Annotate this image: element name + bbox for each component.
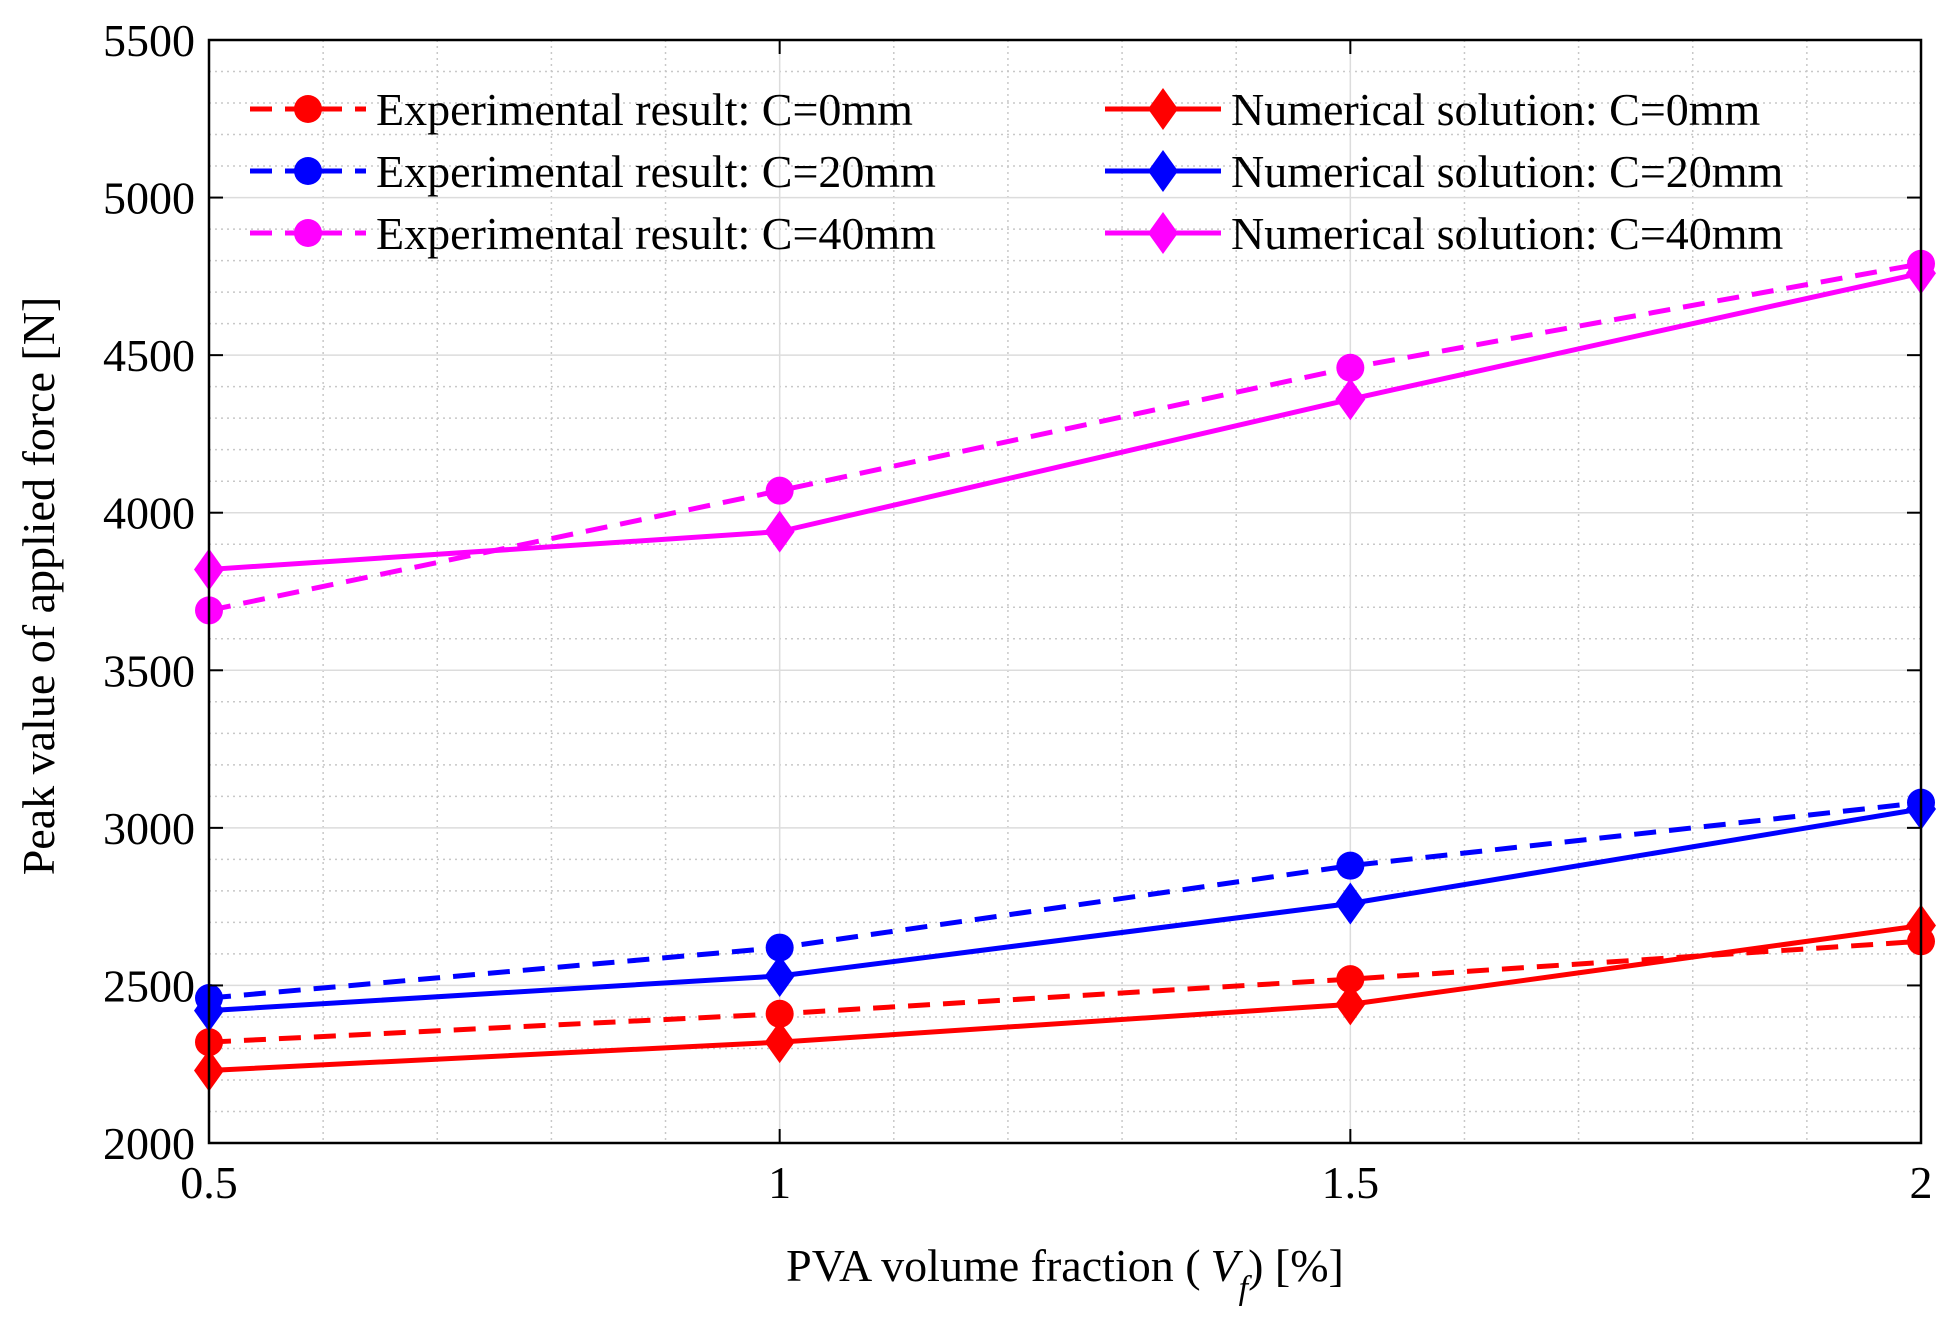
legend-label: Numerical solution: C=0mm <box>1231 84 1761 135</box>
data-point-diamond <box>764 954 795 997</box>
legend-label: Numerical solution: C=20mm <box>1231 146 1784 197</box>
series-layer <box>194 249 1936 1092</box>
data-point-diamond <box>764 510 795 553</box>
y-tick-label: 2500 <box>103 960 195 1011</box>
legend-entry: Experimental result: C=40mm <box>250 208 936 259</box>
x-axis-label-prefix: PVA volume fraction ( <box>786 1240 1200 1291</box>
y-tick-label: 5500 <box>103 15 195 66</box>
y-axis-label: Peak value of applied force [N] <box>13 297 64 876</box>
x-axis-label: PVA volume fraction (Vf) [%] <box>786 1240 1344 1307</box>
y-tick-label: 2000 <box>103 1118 195 1169</box>
legend-marker-circle <box>294 157 322 185</box>
y-axis-tick-labels: 2000 2500 3000 3500 4000 4500 5000 5500 <box>103 15 195 1169</box>
data-point-circle <box>765 933 794 962</box>
legend-label: Experimental result: C=20mm <box>376 146 936 197</box>
legend-marker-diamond <box>1148 88 1178 130</box>
legend-entry: Numerical solution: C=40mm <box>1105 208 1784 259</box>
x-axis-label-symbol: V <box>1211 1240 1244 1291</box>
x-tick-label: 1 <box>768 1157 791 1208</box>
legend-entry: Numerical solution: C=0mm <box>1105 84 1761 135</box>
data-point-circle <box>1336 965 1365 994</box>
data-point-diamond <box>1335 882 1366 925</box>
series-line <box>208 800 1922 1001</box>
legend-entry: Experimental result: C=20mm <box>250 146 936 197</box>
legend-marker-diamond <box>1148 150 1178 192</box>
series-line <box>208 806 1922 1014</box>
x-axis-label-suffix: ) [%] <box>1248 1240 1344 1291</box>
y-tick-label: 4000 <box>103 488 195 539</box>
x-tick-label: 0.5 <box>180 1157 238 1208</box>
legend-marker-circle <box>294 95 322 123</box>
y-tick-label: 5000 <box>103 173 195 224</box>
data-point-circle <box>765 476 794 505</box>
legend-marker-circle <box>294 219 322 247</box>
axis-ticks <box>208 39 1922 1144</box>
x-tick-label: 2 <box>1910 1157 1933 1208</box>
legend-label: Experimental result: C=40mm <box>376 208 936 259</box>
series-line <box>208 938 1922 1045</box>
y-tick-label: 4500 <box>103 330 195 381</box>
legend: Experimental result: C=0mm Experimental r… <box>250 84 1784 259</box>
data-point-circle <box>1336 851 1365 880</box>
legend-label: Experimental result: C=0mm <box>376 84 913 135</box>
y-tick-label: 3000 <box>103 803 195 854</box>
x-axis-tick-labels: 0.5 1 1.5 2 <box>180 1157 1932 1208</box>
legend-entry: Numerical solution: C=20mm <box>1105 146 1784 197</box>
series-line <box>208 923 1922 1074</box>
x-tick-label: 1.5 <box>1322 1157 1380 1208</box>
legend-label: Numerical solution: C=40mm <box>1231 208 1784 259</box>
y-tick-label: 3500 <box>103 645 195 696</box>
data-point-circle <box>765 999 794 1028</box>
legend-marker-diamond <box>1148 212 1178 254</box>
data-point-diamond <box>1335 983 1366 1026</box>
data-point-diamond <box>764 1021 795 1064</box>
plot-area-frame <box>207 38 1923 1145</box>
data-point-diamond <box>1335 378 1366 421</box>
series-line <box>208 270 1922 572</box>
data-point-circle <box>1336 353 1365 382</box>
legend-entry: Experimental result: C=0mm <box>250 84 913 135</box>
